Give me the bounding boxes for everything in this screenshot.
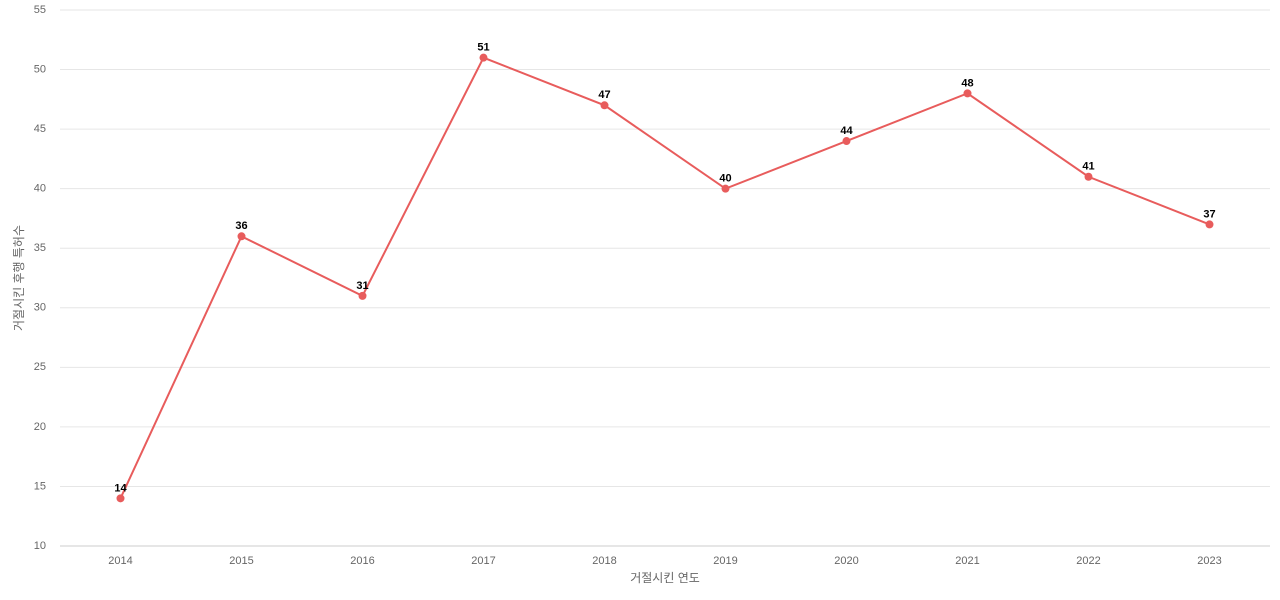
value-label: 47 (598, 89, 610, 101)
value-label: 14 (114, 482, 127, 494)
y-tick-label: 40 (34, 183, 46, 195)
point (963, 89, 972, 98)
point (479, 53, 488, 62)
y-tick-label: 55 (34, 4, 46, 16)
y-axis-label: 거절시킨 후행 특허수 (11, 225, 26, 331)
point (600, 101, 609, 110)
point (116, 494, 125, 503)
y-tick-label: 15 (34, 480, 46, 492)
value-label: 31 (356, 280, 368, 292)
value-label: 41 (1082, 161, 1094, 173)
y-tick-label: 20 (34, 421, 46, 433)
x-tick-label: 2016 (350, 555, 374, 567)
value-label: 40 (719, 173, 731, 185)
value-label: 51 (477, 42, 489, 54)
x-tick-label: 2014 (108, 555, 132, 567)
point (358, 291, 367, 300)
x-tick-label: 2019 (713, 555, 737, 567)
x-tick-label: 2023 (1197, 555, 1221, 567)
y-tick-label: 25 (34, 361, 46, 373)
point (842, 137, 851, 146)
value-label: 44 (840, 125, 853, 137)
y-tick-label: 30 (34, 302, 46, 314)
value-label: 48 (961, 77, 973, 89)
y-tick-label: 45 (34, 123, 46, 135)
x-axis-label: 거절시킨 연도 (630, 571, 700, 585)
point (237, 232, 246, 241)
point (721, 184, 730, 193)
x-tick-label: 2020 (834, 555, 858, 567)
x-tick-label: 2021 (955, 555, 979, 567)
line (119, 56, 1210, 499)
point (1084, 172, 1093, 181)
x-tick-label: 2022 (1076, 555, 1100, 567)
value-label: 36 (235, 220, 247, 232)
x-tick-label: 2015 (229, 555, 253, 567)
y-tick-label: 10 (34, 540, 46, 552)
y-tick-label: 50 (34, 63, 46, 75)
value-label: 37 (1203, 208, 1215, 220)
point (1205, 220, 1214, 229)
x-tick-label: 2018 (592, 555, 616, 567)
y-tick-label: 35 (34, 242, 46, 254)
x-tick-label: 2017 (471, 555, 495, 567)
